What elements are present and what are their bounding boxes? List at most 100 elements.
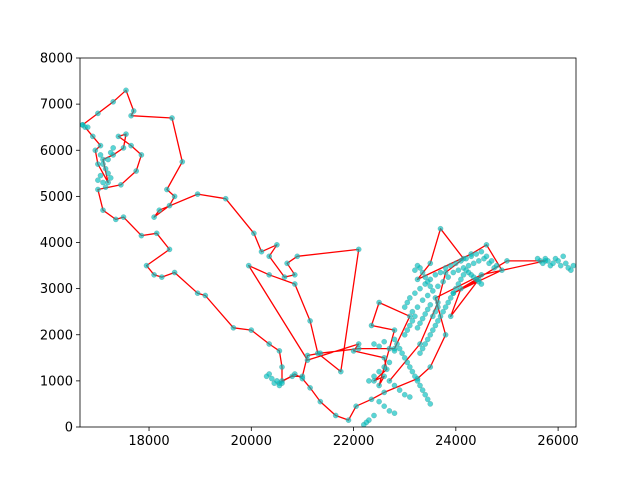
data-point bbox=[166, 246, 173, 253]
data-point bbox=[123, 131, 129, 137]
data-point bbox=[268, 375, 275, 382]
data-point bbox=[120, 145, 127, 151]
data-point bbox=[406, 313, 413, 320]
data-point bbox=[102, 165, 109, 172]
data-point bbox=[166, 202, 173, 209]
data-point bbox=[424, 396, 431, 403]
data-point bbox=[245, 262, 252, 269]
data-point bbox=[276, 348, 283, 354]
data-point bbox=[143, 262, 150, 269]
data-point bbox=[442, 265, 449, 271]
data-point bbox=[427, 401, 434, 407]
data-point bbox=[110, 99, 116, 105]
data-point bbox=[458, 276, 464, 283]
data-point bbox=[427, 260, 434, 267]
data-point bbox=[432, 271, 439, 278]
data-point bbox=[376, 299, 382, 306]
data-point bbox=[130, 108, 137, 114]
data-point bbox=[429, 313, 436, 320]
data-point bbox=[151, 214, 157, 220]
data-point bbox=[128, 112, 134, 119]
data-point bbox=[424, 306, 431, 313]
data-point bbox=[424, 336, 431, 343]
data-point bbox=[291, 281, 298, 287]
data-point bbox=[202, 292, 209, 299]
data-point bbox=[460, 271, 467, 278]
axes: 18000 20000 22000 24000 26000 0 1000 2000 3000 40… bbox=[40, 52, 579, 450]
data-point bbox=[499, 267, 505, 274]
data-point bbox=[427, 364, 434, 370]
data-point bbox=[376, 398, 382, 405]
data-point bbox=[440, 278, 446, 285]
data-point bbox=[368, 322, 375, 329]
data-point bbox=[440, 308, 446, 315]
data-point bbox=[414, 378, 421, 384]
data-point bbox=[105, 156, 111, 163]
data-point bbox=[401, 391, 408, 398]
data-point bbox=[432, 322, 439, 329]
data-point bbox=[391, 410, 398, 417]
data-point bbox=[406, 364, 413, 370]
data-point bbox=[376, 382, 382, 389]
data-point bbox=[100, 161, 106, 167]
data-point bbox=[437, 225, 444, 232]
data-point bbox=[394, 341, 400, 347]
data-point bbox=[555, 258, 561, 264]
plot-area bbox=[80, 87, 576, 427]
data-point bbox=[473, 251, 480, 257]
data-point bbox=[274, 241, 280, 248]
data-point bbox=[279, 380, 285, 387]
data-point bbox=[281, 274, 288, 280]
data-point bbox=[90, 133, 96, 140]
x-tick-label: 26000 bbox=[537, 434, 578, 449]
data-point bbox=[266, 271, 273, 278]
data-point bbox=[570, 262, 576, 269]
data-point bbox=[371, 373, 377, 380]
data-point bbox=[419, 387, 426, 393]
data-point bbox=[412, 373, 418, 380]
data-point bbox=[406, 394, 413, 400]
data-point bbox=[424, 292, 431, 299]
data-point bbox=[263, 373, 270, 380]
data-point bbox=[304, 352, 311, 359]
data-point bbox=[545, 258, 551, 264]
data-point bbox=[468, 253, 475, 260]
data-point bbox=[419, 297, 426, 304]
data-point bbox=[133, 168, 139, 174]
y-tick-label: 1000 bbox=[40, 374, 73, 389]
data-point bbox=[279, 364, 285, 370]
data-point bbox=[381, 354, 388, 361]
data-point bbox=[422, 311, 429, 317]
data-point bbox=[113, 216, 119, 223]
data-point bbox=[470, 260, 477, 267]
data-point bbox=[414, 276, 421, 283]
data-point bbox=[169, 115, 175, 121]
data-point bbox=[401, 304, 408, 310]
data-point bbox=[458, 285, 464, 292]
x-tick-label: 24000 bbox=[435, 434, 476, 449]
data-point bbox=[118, 181, 124, 188]
data-point bbox=[158, 274, 165, 280]
data-point bbox=[317, 398, 324, 405]
data-point bbox=[92, 147, 99, 154]
data-point bbox=[401, 331, 408, 338]
data-point bbox=[550, 260, 556, 267]
data-point bbox=[396, 345, 403, 352]
data-point bbox=[450, 269, 457, 276]
data-point bbox=[120, 214, 127, 220]
data-point bbox=[95, 110, 101, 117]
data-point bbox=[396, 387, 403, 393]
data-point bbox=[376, 368, 382, 375]
data-point bbox=[455, 267, 462, 274]
data-point bbox=[123, 87, 129, 94]
data-point bbox=[100, 207, 106, 213]
data-point bbox=[435, 283, 441, 290]
data-point bbox=[381, 364, 388, 370]
data-point bbox=[419, 315, 426, 322]
data-point bbox=[100, 179, 106, 186]
data-point bbox=[291, 271, 298, 278]
data-point bbox=[307, 384, 313, 391]
data-point bbox=[406, 295, 413, 301]
data-point bbox=[105, 179, 111, 186]
data-point bbox=[222, 195, 229, 202]
